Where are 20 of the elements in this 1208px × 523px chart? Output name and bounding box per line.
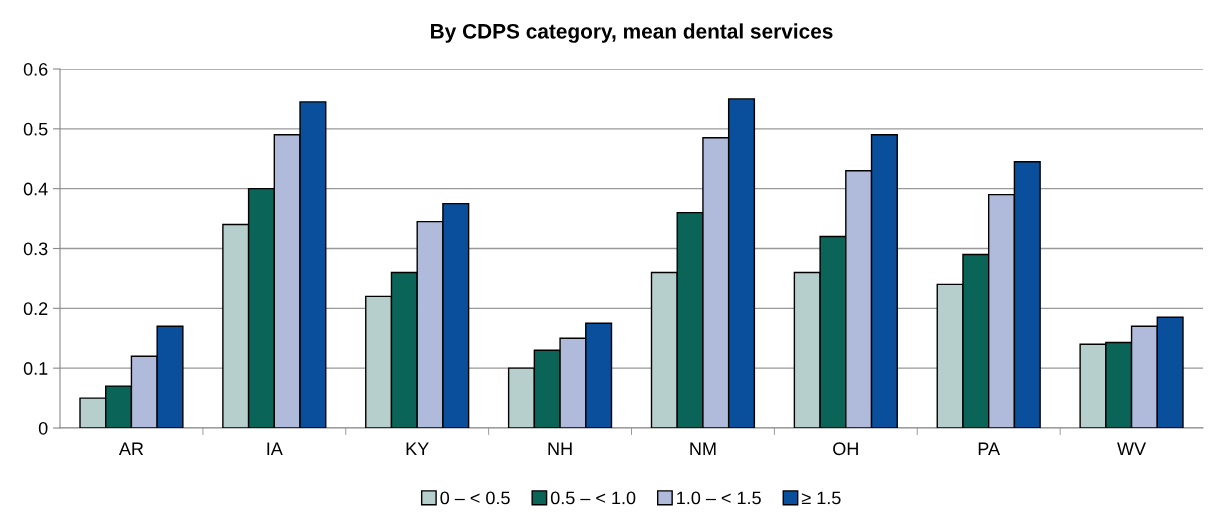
y-tick-label: 0.1 (23, 362, 48, 375)
legend-label: 1.0 – < 1.5 (677, 491, 761, 505)
x-tick-label: KY (406, 442, 429, 455)
x-tick-label: NM (690, 442, 716, 455)
x-tick-label: IA (267, 442, 283, 455)
x-tick-label: AR (118, 442, 144, 455)
y-tick-label: 0 (38, 421, 48, 435)
x-tick-label: NH (548, 442, 572, 455)
x-tick-label: WV (1117, 442, 1147, 455)
legend-label: 0 – < 0.5 (440, 491, 510, 505)
x-tick-label: OH (833, 442, 858, 456)
legend-label: 0.5 – < 1.0 (550, 491, 636, 505)
y-tick-label: 0.3 (23, 242, 48, 256)
x-tick-label: PA (978, 442, 1001, 455)
y-tick-label: 0.5 (23, 122, 48, 136)
chart-title: By CDPS category, mean dental services (431, 23, 833, 43)
legend-label: ≥ 1.5 (801, 491, 841, 505)
y-tick-label: 0.4 (23, 182, 48, 196)
y-tick-label: 0.6 (23, 62, 48, 76)
y-tick-label: 0.2 (23, 302, 48, 316)
